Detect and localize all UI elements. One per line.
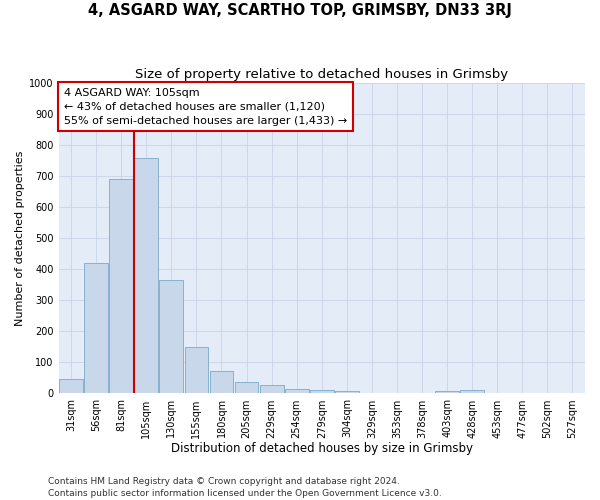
Bar [185,347,208,394]
Y-axis label: Number of detached properties: Number of detached properties [15,150,25,326]
Bar [335,391,359,394]
Text: 4, ASGARD WAY, SCARTHO TOP, GRIMSBY, DN33 3RJ: 4, ASGARD WAY, SCARTHO TOP, GRIMSBY, DN3… [88,2,512,18]
Title: Size of property relative to detached houses in Grimsby: Size of property relative to detached ho… [135,68,508,80]
Bar [160,280,183,394]
Bar [460,390,484,394]
Bar [59,379,83,394]
Bar [235,382,259,394]
Bar [285,388,308,394]
Bar [260,385,284,394]
Bar [310,390,334,394]
Bar [109,180,133,394]
Text: Contains HM Land Registry data © Crown copyright and database right 2024.
Contai: Contains HM Land Registry data © Crown c… [48,476,442,498]
X-axis label: Distribution of detached houses by size in Grimsby: Distribution of detached houses by size … [171,442,473,455]
Text: 4 ASGARD WAY: 105sqm
← 43% of detached houses are smaller (1,120)
55% of semi-de: 4 ASGARD WAY: 105sqm ← 43% of detached h… [64,88,347,126]
Bar [435,392,459,394]
Bar [134,158,158,394]
Bar [209,371,233,394]
Bar [84,263,108,394]
